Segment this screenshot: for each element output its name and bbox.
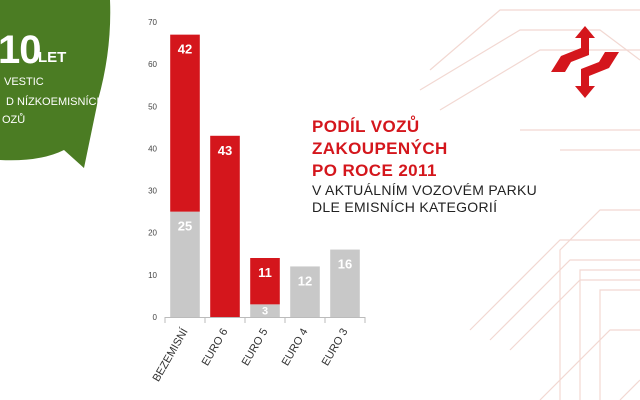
y-tick-label: 70 bbox=[148, 18, 157, 27]
x-category-label: EURO 4 bbox=[280, 327, 311, 368]
background-line-11 bbox=[539, 329, 640, 400]
x-category-label: EURO 5 bbox=[240, 327, 271, 368]
background-line-2 bbox=[439, 49, 640, 111]
badge-unit: LET bbox=[38, 49, 67, 66]
y-tick-label: 20 bbox=[148, 229, 157, 238]
chart-subtitle-line-2: DLE EMISNÍCH KATEGORIÍ bbox=[312, 199, 498, 215]
bar-data-label: 43 bbox=[218, 143, 232, 158]
bar-segment-red bbox=[170, 34, 200, 212]
badge-line-2: VESTIC bbox=[4, 76, 44, 88]
bar-segment-red bbox=[250, 258, 280, 305]
bar-data-label: 16 bbox=[338, 257, 352, 272]
x-category-label: EURO 3 bbox=[320, 327, 351, 368]
chart-title-line-2: ZAKOUPENÝCH bbox=[312, 139, 448, 158]
x-category-label: EURO 6 bbox=[200, 327, 231, 368]
background-line-10 bbox=[599, 289, 640, 400]
arrows-exchange-logo-icon bbox=[551, 26, 619, 98]
bar-data-label: 25 bbox=[178, 219, 192, 234]
background-line-9 bbox=[579, 269, 640, 400]
chart-title-line-3: PO ROCE 2011 bbox=[312, 161, 437, 180]
y-tick-label: 0 bbox=[153, 313, 158, 322]
bar-segment-gray bbox=[330, 249, 360, 317]
background-line-1 bbox=[419, 29, 640, 91]
y-tick-label: 40 bbox=[148, 144, 157, 153]
bar-data-label: 42 bbox=[178, 42, 192, 57]
bar-data-label: 3 bbox=[262, 306, 268, 318]
background-line-5 bbox=[469, 239, 640, 331]
badge-line-3: D NÍZKOEMISNÍCH bbox=[6, 96, 105, 108]
background-line-12 bbox=[619, 379, 640, 400]
chart-title-line-1: PODÍL VOZŮ bbox=[312, 117, 420, 136]
badge-line-4: OZŮ bbox=[2, 114, 26, 126]
y-tick-label: 60 bbox=[148, 60, 157, 69]
x-category-label: BEZEMISNÍ bbox=[150, 325, 191, 384]
background-line-6 bbox=[489, 259, 640, 341]
y-tick-label: 30 bbox=[148, 187, 157, 196]
badge-bubble bbox=[0, 0, 111, 168]
chart-subtitle-line-1: V AKTUÁLNÍM VOZOVÉM PARKU bbox=[312, 182, 538, 198]
bar-data-label: 12 bbox=[298, 273, 312, 288]
bar-segment-gray bbox=[290, 266, 320, 317]
y-tick-label: 10 bbox=[148, 271, 157, 280]
bar-data-label: 11 bbox=[258, 265, 272, 280]
background-line-8 bbox=[559, 209, 640, 400]
y-tick-label: 50 bbox=[148, 102, 157, 111]
bar-segment-gray bbox=[250, 304, 280, 317]
bar-segment-gray bbox=[170, 211, 200, 317]
badge-number: 10 bbox=[0, 28, 41, 72]
chart-title-block: PODÍL VOZŮ ZAKOUPENÝCH PO ROCE 2011 V AK… bbox=[312, 116, 552, 216]
background-line-0 bbox=[429, 9, 640, 71]
bar-segment-red bbox=[210, 135, 240, 317]
